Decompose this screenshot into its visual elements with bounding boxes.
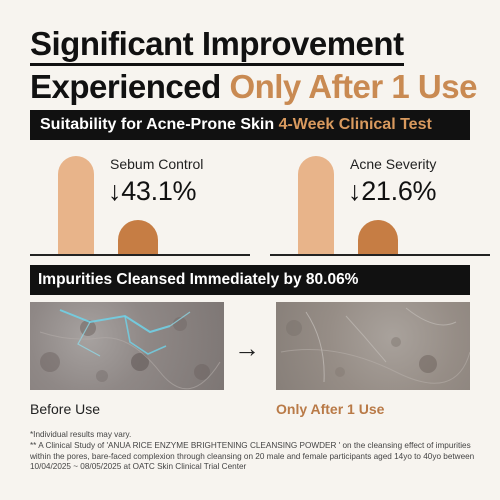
acne-severity-metric: Acne Severity ↓21.6% — [270, 150, 490, 256]
after-skin-photo — [276, 302, 470, 390]
metric-label: Acne Severity — [350, 156, 437, 172]
sebum-control-metric: Sebum Control ↓43.1% — [30, 150, 250, 256]
headline-line1: Significant Improvement — [30, 26, 404, 66]
axis-line — [30, 254, 250, 256]
after-caption: Only After 1 Use — [276, 401, 385, 417]
metric-value: ↓43.1% — [108, 176, 197, 206]
impurities-banner: Impurities Cleansed Immediately by 80.06… — [30, 265, 470, 295]
axis-line — [270, 254, 490, 256]
result-bar — [358, 220, 398, 256]
result-bar — [118, 220, 158, 256]
metric-value: ↓21.6% — [348, 176, 437, 206]
headline-line2-prefix: Experienced — [30, 68, 230, 105]
impurities-banner-text: Impurities Cleansed Immediately by 80.06… — [38, 271, 359, 288]
clinical-test-banner-text: Suitability for Acne-Prone Skin — [40, 116, 279, 133]
arrow-right-icon: → — [234, 333, 260, 363]
baseline-bar — [58, 156, 94, 256]
disclaimer-line2: ** A Clinical Study of 'ANUA RICE ENZYME… — [30, 440, 475, 472]
metric-label: Sebum Control — [110, 156, 204, 172]
baseline-bar — [298, 156, 334, 256]
headline-line2: Experienced Only After 1 Use — [30, 66, 480, 108]
disclaimer-notes: *Individual results may vary. ** A Clini… — [30, 430, 478, 473]
headline-line2-accent: Only After 1 Use — [229, 68, 477, 105]
clinical-test-banner-accent: 4-Week Clinical Test — [278, 116, 432, 133]
disclaimer-line1: *Individual results may vary. — [30, 430, 132, 439]
headline: Significant Improvement Experienced Only… — [30, 26, 480, 108]
before-skin-photo — [30, 302, 224, 390]
before-caption: Before Use — [30, 401, 101, 417]
clinical-test-banner: Suitability for Acne-Prone Skin 4-Week C… — [30, 110, 470, 140]
